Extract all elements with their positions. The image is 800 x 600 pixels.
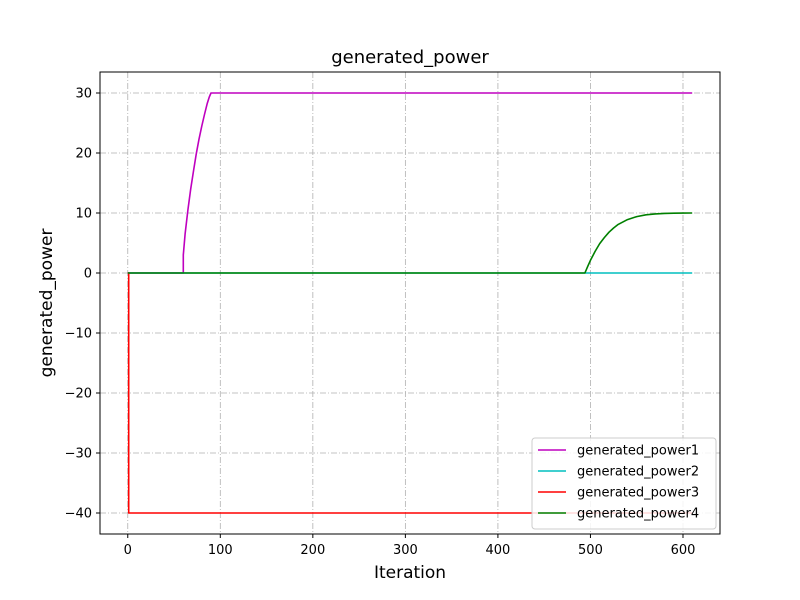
y-tick-label: 0 <box>84 267 92 282</box>
legend-label: generated_power1 <box>577 444 699 459</box>
y-tick-label: 20 <box>75 147 92 162</box>
y-tick-label: −20 <box>65 387 92 402</box>
legend-label: generated_power3 <box>577 486 699 501</box>
legend-label: generated_power4 <box>577 507 699 522</box>
x-tick-label: 400 <box>485 543 510 558</box>
y-tick-label: −30 <box>65 447 92 462</box>
series-line-1 <box>127 92 693 274</box>
x-tick-label: 600 <box>671 543 696 558</box>
x-tick-label: 500 <box>578 543 603 558</box>
x-tick-label: 0 <box>124 543 132 558</box>
plot-frame <box>99 71 721 535</box>
y-axis-label: generated_power <box>37 229 57 378</box>
x-tick-label: 100 <box>208 543 233 558</box>
y-tick-label: 10 <box>75 207 92 222</box>
x-tick-label: 200 <box>300 543 325 558</box>
y-tick-label: −40 <box>65 507 92 522</box>
legend-box <box>531 437 717 530</box>
legend-label: generated_power2 <box>577 465 699 480</box>
legend: generated_power1 generated_power2 generate… <box>531 437 717 530</box>
y-tick-label: 30 <box>75 87 92 102</box>
chart-title: generated_power <box>331 47 489 68</box>
series-line-4 <box>127 212 693 274</box>
series-lines <box>127 92 693 514</box>
x-axis-label: Iteration <box>374 563 446 583</box>
y-tick-label: −10 <box>65 327 92 342</box>
x-tick-label: 300 <box>393 543 418 558</box>
